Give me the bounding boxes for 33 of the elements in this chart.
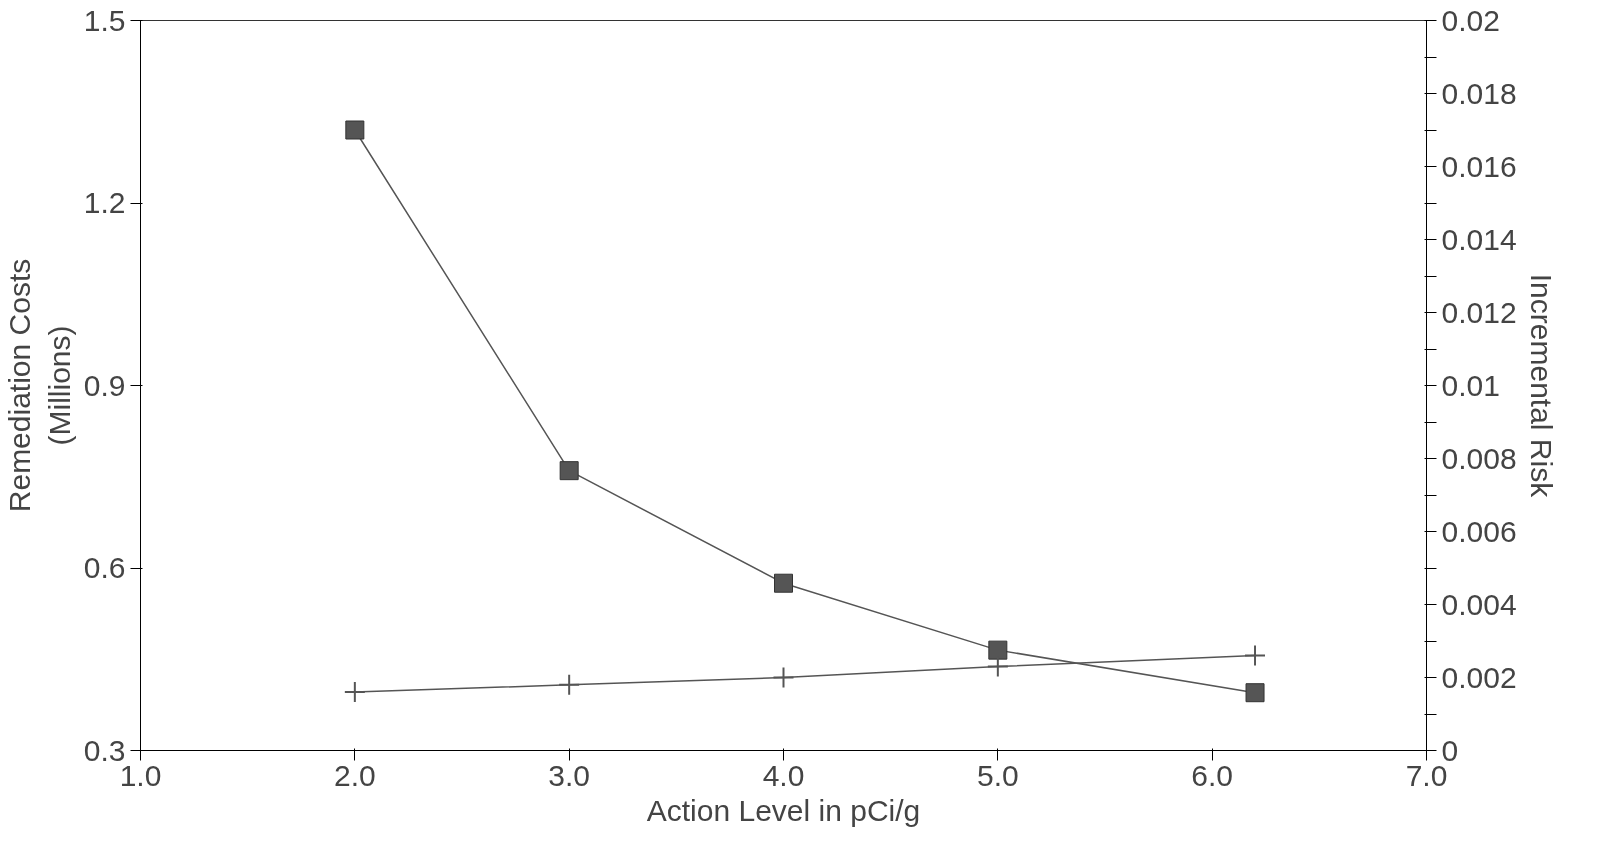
y2-tick-label: 0.018 (1441, 76, 1517, 110)
point (559, 461, 579, 481)
x-tick-label: 6.0 (1191, 758, 1234, 792)
y2-tick-label: 0.014 (1441, 222, 1517, 256)
point (774, 573, 793, 593)
x-tick-label: 2.0 (333, 758, 376, 792)
point (558, 673, 581, 696)
y-tick-label: 1.2 (83, 186, 126, 219)
y-tick-label: 0.3 (83, 733, 126, 767)
point (1244, 644, 1267, 667)
point (343, 681, 366, 704)
point (772, 666, 795, 689)
y2-tick-label: 0.008 (1441, 441, 1517, 475)
x-tick-label: 3.0 (548, 758, 591, 792)
point (988, 640, 1008, 660)
x-tick-label: 4.0 (762, 758, 805, 792)
y-axis-title: Remediation Costs (Millions) (3, 258, 76, 513)
y2-tick-label: 0.012 (1441, 295, 1517, 329)
y2-axis-title: Incremental Risk (1524, 273, 1558, 499)
y2-tick-label: 0.016 (1441, 149, 1517, 183)
y2-tick-label: 0.01 (1441, 368, 1500, 402)
y2-tick-label: 0.006 (1441, 514, 1517, 548)
y-tick-label: 1.5 (83, 3, 126, 37)
y2-tick-label: 0.02 (1441, 3, 1500, 37)
y2-tick-label: 0.004 (1441, 587, 1517, 621)
point (1245, 683, 1265, 703)
y-tick-label: 0.6 (83, 551, 126, 584)
point (345, 120, 365, 140)
x-axis-title: Action Level in pCi/g (646, 793, 921, 827)
y2-tick-label: 0.002 (1441, 660, 1517, 694)
x-tick-label: 5.0 (976, 758, 1019, 792)
point (986, 655, 1009, 678)
y-tick-label: 0.9 (83, 368, 126, 402)
